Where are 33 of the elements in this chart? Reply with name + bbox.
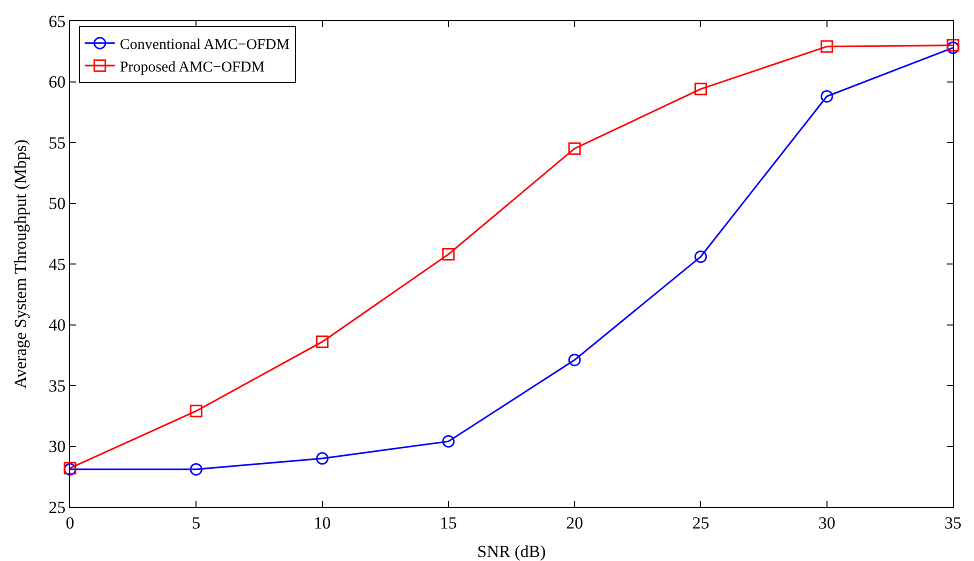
y-tick-label: 30	[48, 437, 66, 456]
point	[442, 248, 455, 261]
point	[190, 404, 202, 418]
x-tick-label: 10	[314, 513, 331, 532]
y-tick-label: 55	[48, 133, 66, 152]
y-tick-label: 45	[48, 254, 66, 274]
point	[694, 250, 707, 263]
y-tick-label: 25	[48, 498, 66, 517]
point	[568, 142, 581, 155]
x-tick-label: 20	[566, 513, 584, 532]
y-tick-label: 50	[48, 194, 66, 214]
x-tick-label: 5	[192, 513, 200, 532]
x-tick-label: 35	[944, 513, 962, 532]
x-tick-label: 25	[692, 513, 710, 532]
x-axis-title: SNR (dB)	[477, 542, 546, 561]
y-tick-label: 35	[48, 376, 66, 396]
point	[820, 90, 834, 103]
point	[316, 336, 329, 348]
point	[190, 463, 202, 476]
point	[442, 435, 455, 448]
y-tick-label: 40	[48, 316, 66, 335]
point	[820, 40, 834, 53]
point	[568, 354, 581, 366]
y-axis-title: Average System Throughput (Mbps)	[11, 139, 30, 389]
x-tick-label: 15	[440, 513, 457, 532]
x-tick-label: 30	[818, 513, 836, 532]
y-tick-label: 65	[48, 12, 66, 31]
y-tick-label: 60	[48, 72, 66, 92]
legend-label: Proposed AMC−OFDM	[120, 59, 265, 76]
point	[316, 452, 329, 465]
point	[694, 82, 707, 96]
x-tick-label: 0	[66, 513, 74, 532]
legend-label: Conventional AMC−OFDM	[120, 36, 290, 53]
